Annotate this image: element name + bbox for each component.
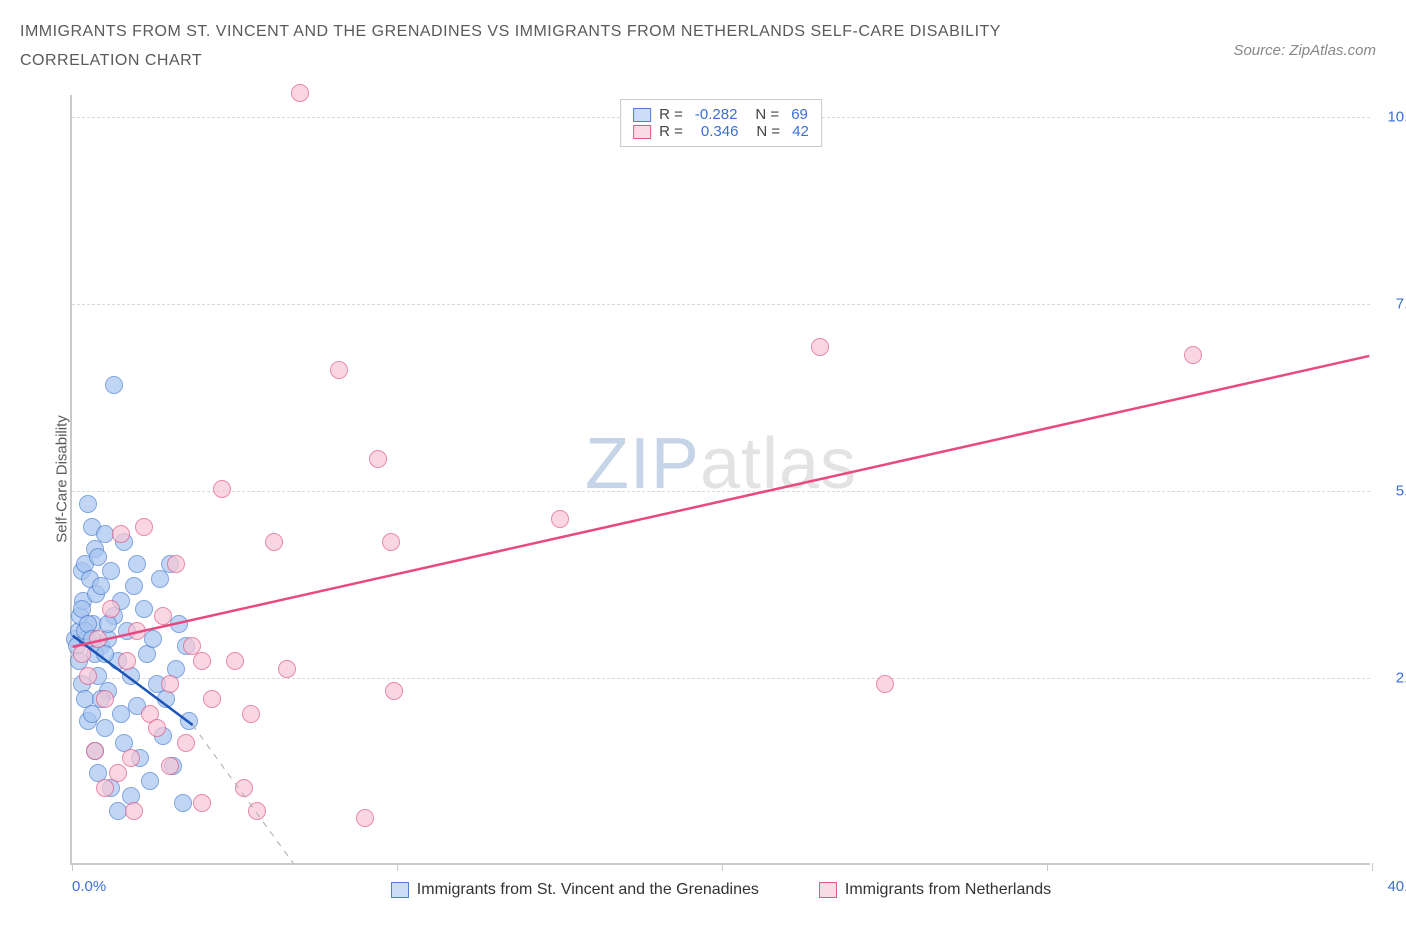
legend-bottom: Immigrants from St. Vincent and the Gren… bbox=[72, 881, 1370, 899]
scatter-point bbox=[356, 809, 374, 827]
scatter-point bbox=[226, 652, 244, 670]
scatter-point bbox=[128, 622, 146, 640]
scatter-point bbox=[385, 682, 403, 700]
x-tick bbox=[1372, 863, 1373, 871]
title-line-1: IMMIGRANTS FROM ST. VINCENT AND THE GREN… bbox=[20, 18, 1386, 47]
scatter-point bbox=[112, 525, 130, 543]
scatter-point bbox=[330, 361, 348, 379]
y-tick-label: 10.0% bbox=[1387, 109, 1406, 126]
scatter-point bbox=[96, 719, 114, 737]
scatter-point bbox=[248, 802, 266, 820]
legend-row-series-1: R = -0.282 N = 69 bbox=[633, 106, 809, 123]
scatter-point bbox=[551, 510, 569, 528]
legend-bottom-label-1: Immigrants from St. Vincent and the Gren… bbox=[417, 881, 759, 899]
scatter-point bbox=[135, 518, 153, 536]
scatter-point bbox=[1184, 346, 1202, 364]
x-axis-label-max: 40.0% bbox=[1387, 878, 1406, 895]
chart-title-block: IMMIGRANTS FROM ST. VINCENT AND THE GREN… bbox=[0, 0, 1406, 76]
legend-r-label-2: R = bbox=[659, 123, 683, 140]
x-tick bbox=[72, 863, 73, 871]
legend-r-label-1: R = bbox=[659, 106, 683, 123]
scatter-point bbox=[203, 690, 221, 708]
scatter-point bbox=[102, 562, 120, 580]
title-line-2: CORRELATION CHART bbox=[20, 47, 1386, 76]
scatter-point bbox=[79, 667, 97, 685]
y-tick-label: 2.5% bbox=[1396, 670, 1406, 687]
scatter-point bbox=[141, 772, 159, 790]
scatter-point bbox=[213, 480, 231, 498]
x-tick bbox=[722, 863, 723, 871]
scatter-point bbox=[382, 533, 400, 551]
scatter-point bbox=[811, 338, 829, 356]
legend-bottom-swatch-1 bbox=[391, 882, 409, 898]
scatter-point bbox=[167, 555, 185, 573]
scatter-point bbox=[161, 757, 179, 775]
x-tick bbox=[1047, 863, 1048, 871]
legend-n-label-1: N = bbox=[755, 106, 779, 123]
legend-n-value-2: 42 bbox=[792, 123, 809, 140]
scatter-point bbox=[369, 450, 387, 468]
grid-line-h bbox=[72, 491, 1370, 492]
scatter-point bbox=[180, 712, 198, 730]
scatter-point bbox=[135, 600, 153, 618]
scatter-point bbox=[193, 794, 211, 812]
scatter-point bbox=[193, 652, 211, 670]
scatter-point bbox=[118, 652, 136, 670]
scatter-point bbox=[96, 779, 114, 797]
scatter-point bbox=[291, 84, 309, 102]
trend-line bbox=[73, 356, 1370, 647]
plot-area: Self-Care Disability ZIPatlas R = -0.282… bbox=[70, 95, 1370, 865]
scatter-point bbox=[161, 675, 179, 693]
scatter-point bbox=[73, 645, 91, 663]
scatter-point bbox=[96, 690, 114, 708]
scatter-point bbox=[109, 764, 127, 782]
scatter-point bbox=[112, 705, 130, 723]
scatter-point bbox=[177, 734, 195, 752]
scatter-point bbox=[144, 630, 162, 648]
scatter-point bbox=[148, 719, 166, 737]
grid-line-h bbox=[72, 678, 1370, 679]
x-tick bbox=[397, 863, 398, 871]
grid-line-h bbox=[72, 304, 1370, 305]
scatter-point bbox=[876, 675, 894, 693]
scatter-point bbox=[122, 749, 140, 767]
scatter-point bbox=[102, 600, 120, 618]
scatter-point bbox=[170, 615, 188, 633]
scatter-point bbox=[79, 495, 97, 513]
legend-bottom-label-2: Immigrants from Netherlands bbox=[845, 881, 1051, 899]
legend-n-value-1: 69 bbox=[791, 106, 808, 123]
trend-lines-layer bbox=[72, 95, 1370, 863]
scatter-point bbox=[105, 376, 123, 394]
scatter-point bbox=[89, 630, 107, 648]
scatter-point bbox=[128, 555, 146, 573]
scatter-point bbox=[235, 779, 253, 797]
y-axis-label: Self-Care Disability bbox=[54, 415, 71, 543]
legend-r-value-2: 0.346 bbox=[701, 123, 739, 140]
legend-swatch-1 bbox=[633, 108, 651, 122]
source-label: Source: ZipAtlas.com bbox=[1233, 42, 1376, 59]
legend-bottom-item-2: Immigrants from Netherlands bbox=[819, 881, 1051, 899]
scatter-point bbox=[265, 533, 283, 551]
legend-bottom-item-1: Immigrants from St. Vincent and the Gren… bbox=[391, 881, 759, 899]
scatter-point bbox=[125, 577, 143, 595]
legend-correlation-box: R = -0.282 N = 69 R = 0.346 N = 42 bbox=[620, 99, 822, 147]
y-tick-label: 7.5% bbox=[1396, 296, 1406, 313]
scatter-point bbox=[89, 548, 107, 566]
legend-swatch-2 bbox=[633, 125, 651, 139]
scatter-point bbox=[86, 742, 104, 760]
scatter-point bbox=[242, 705, 260, 723]
watermark: ZIPatlas bbox=[585, 423, 857, 505]
scatter-point bbox=[278, 660, 296, 678]
legend-bottom-swatch-2 bbox=[819, 882, 837, 898]
scatter-point bbox=[154, 607, 172, 625]
legend-n-label-2: N = bbox=[756, 123, 780, 140]
chart-container: Self-Care Disability ZIPatlas R = -0.282… bbox=[20, 85, 1386, 905]
scatter-point bbox=[174, 794, 192, 812]
legend-r-value-1: -0.282 bbox=[695, 106, 738, 123]
y-tick-label: 5.0% bbox=[1396, 483, 1406, 500]
scatter-point bbox=[125, 802, 143, 820]
legend-row-series-2: R = 0.346 N = 42 bbox=[633, 123, 809, 140]
